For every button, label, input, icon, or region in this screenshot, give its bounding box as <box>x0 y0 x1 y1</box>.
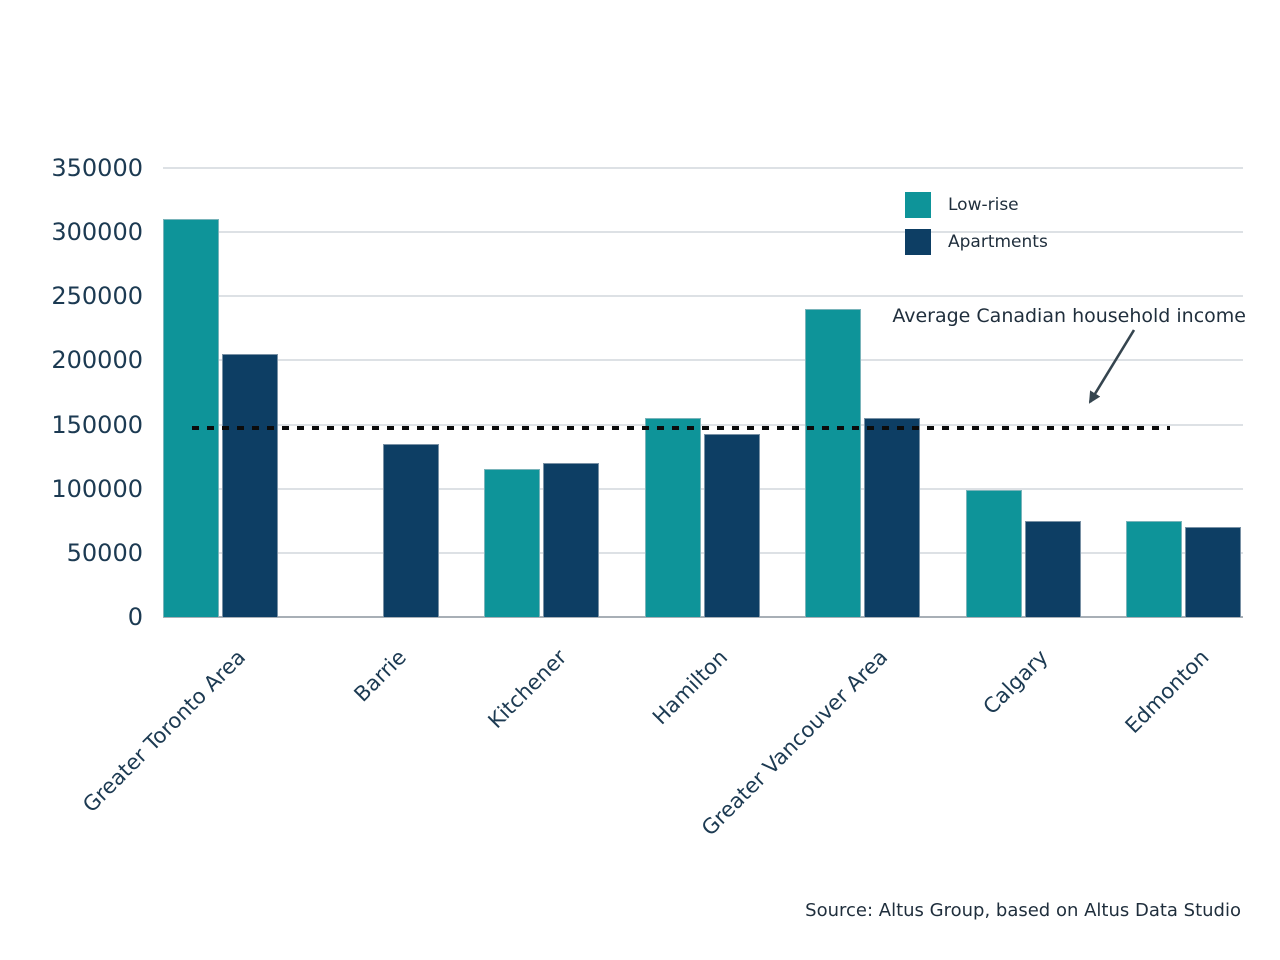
gridline <box>163 423 1243 426</box>
gridline <box>163 231 1243 234</box>
x-axis-label: Hamilton <box>647 645 732 730</box>
source-caption: Source: Altus Group, based on Altus Data… <box>805 900 1241 921</box>
y-axis-tick-label: 200000 <box>51 346 143 375</box>
y-axis-tick-label: 300000 <box>51 218 143 247</box>
bar-low-rise-edmonton <box>1126 520 1182 617</box>
y-axis-tick-label: 50000 <box>66 538 143 567</box>
x-axis-label: Calgary <box>978 645 1053 719</box>
legend: Low-rise Apartments <box>905 192 1048 266</box>
average-income-reference-line <box>192 426 1170 431</box>
gridline <box>163 487 1243 490</box>
legend-swatch-apartments <box>905 229 931 255</box>
legend-swatch-low-rise <box>905 192 931 218</box>
bar-low-rise-greater-vancouver-area <box>805 309 861 617</box>
bar-apartments-kitchener <box>543 463 599 617</box>
legend-label: Apartments <box>948 232 1048 252</box>
reference-line-annotation: Average Canadian household income <box>892 305 1246 327</box>
bar-low-rise-calgary <box>965 489 1022 617</box>
bar-apartments-greater-vancouver-area <box>864 418 920 617</box>
y-axis-tick-label: 0 <box>127 603 143 631</box>
gridline <box>163 167 1243 169</box>
legend-label: Low-rise <box>948 195 1019 215</box>
bar-apartments-calgary <box>1024 520 1081 617</box>
bar-apartments-barrie <box>382 443 439 617</box>
x-axis-label: Greater Toronto Area <box>78 645 251 817</box>
x-axis-label: Kitchener <box>483 645 572 734</box>
x-axis-label: Edmonton <box>1120 645 1214 739</box>
y-axis-tick-label: 150000 <box>51 410 143 439</box>
gridline <box>163 295 1243 298</box>
bar-apartments-greater-toronto-area <box>222 354 278 617</box>
bar-apartments-hamilton <box>703 433 760 617</box>
bar-low-rise-hamilton <box>644 418 701 617</box>
y-axis-tick-label: 100000 <box>51 474 143 503</box>
x-axis-line <box>163 616 1243 618</box>
y-axis-tick-label: 350000 <box>51 154 143 182</box>
x-axis-label: Greater Vancouver Area <box>697 645 893 841</box>
bar-low-rise-kitchener <box>484 469 540 617</box>
bar-apartments-edmonton <box>1185 527 1241 617</box>
gridline <box>163 359 1243 362</box>
bar-low-rise-greater-toronto-area <box>163 219 219 617</box>
legend-item-apartments: Apartments <box>905 229 1048 255</box>
gridline <box>163 551 1243 554</box>
x-axis-label: Barrie <box>349 645 411 707</box>
y-axis-tick-label: 250000 <box>51 282 143 311</box>
legend-item-low-rise: Low-rise <box>905 192 1048 218</box>
